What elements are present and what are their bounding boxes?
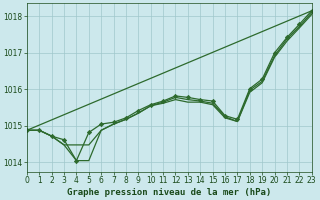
X-axis label: Graphe pression niveau de la mer (hPa): Graphe pression niveau de la mer (hPa) [67,188,271,197]
